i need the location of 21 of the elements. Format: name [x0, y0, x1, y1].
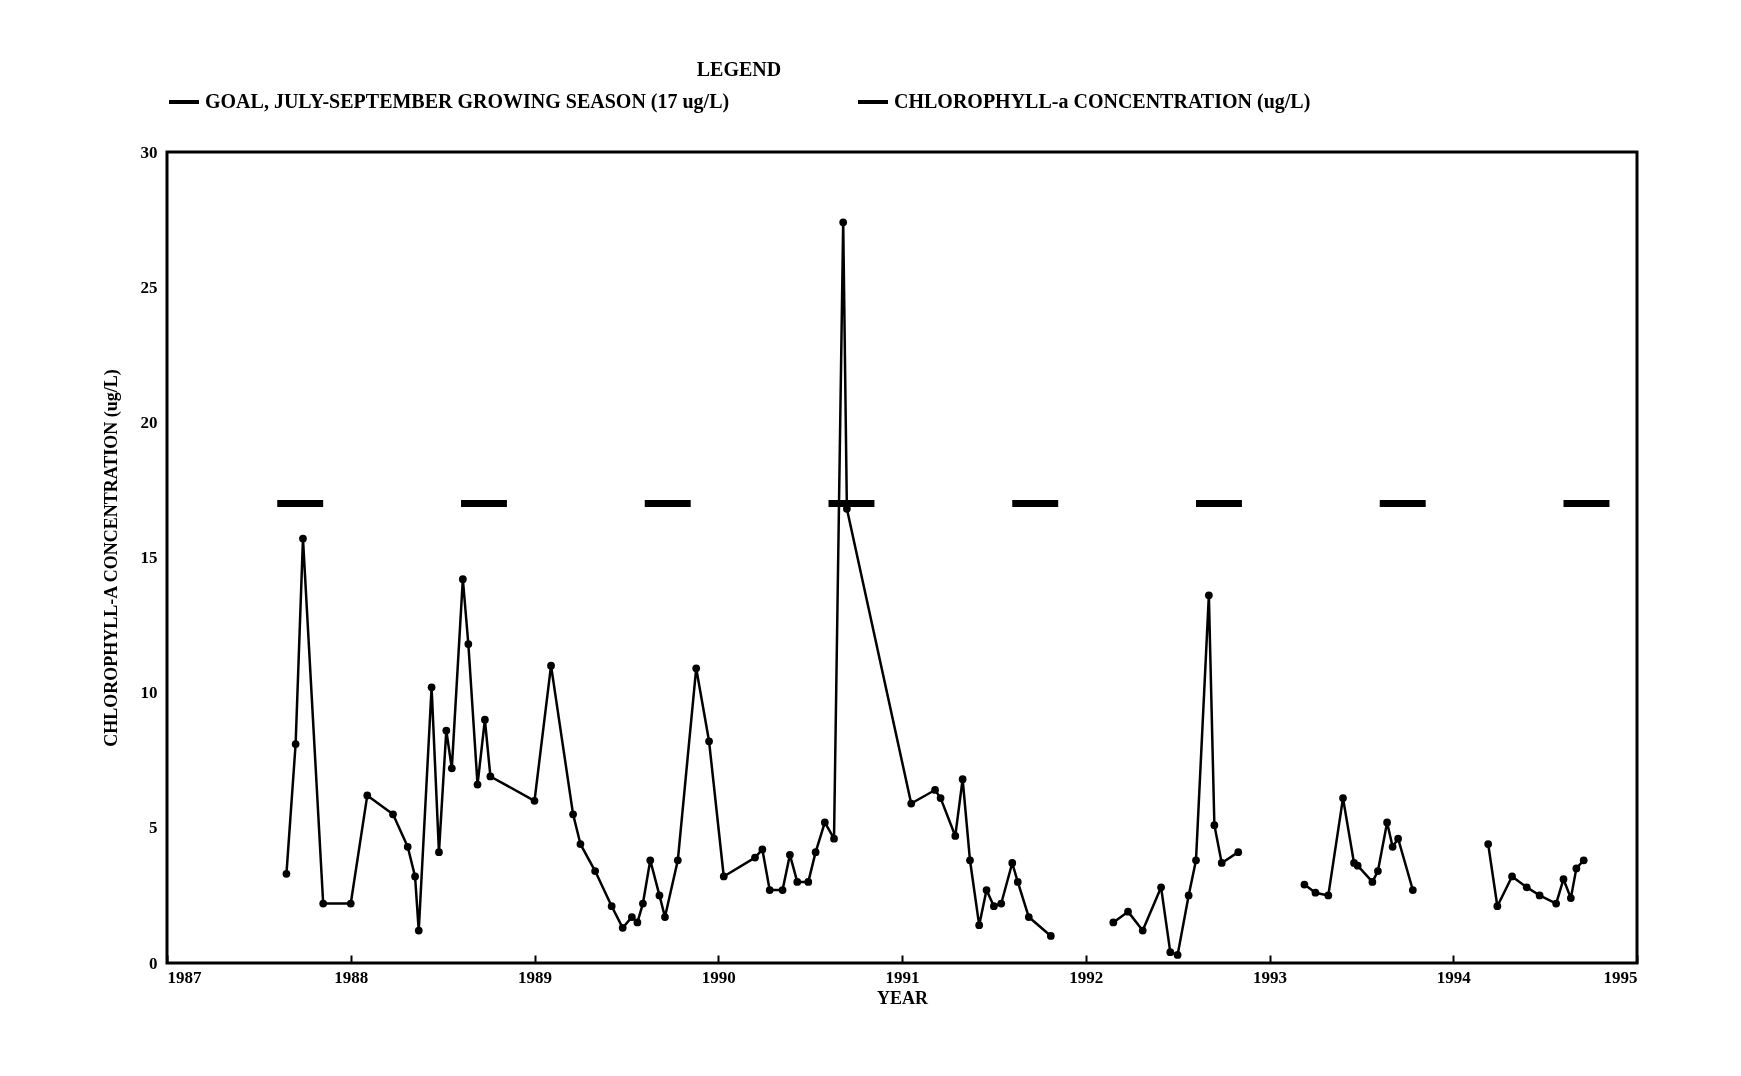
- y-tick-label: 30: [140, 142, 158, 162]
- x-axis-title: YEAR: [876, 987, 929, 1008]
- x-tick-label: 1987: [167, 967, 202, 987]
- y-tick-label: 0: [149, 953, 158, 973]
- x-tick-label: 1994: [1436, 967, 1472, 987]
- x-tick-label: 1989: [518, 967, 552, 987]
- legend-title: LEGEND: [696, 58, 782, 80]
- x-tick-label: 1993: [1253, 967, 1287, 987]
- x-tick-label: 1990: [701, 967, 736, 987]
- y-tick-label: 25: [140, 277, 158, 297]
- y-tick-label: 15: [140, 548, 158, 567]
- legend-label: CHLOROPHYLL-a CONCENTRATION (ug/L): [894, 90, 1311, 113]
- y-axis-title: CHLOROPHYLL-A CONCENTRATION (ug/L): [100, 369, 122, 747]
- x-tick-label: 1995: [1603, 967, 1638, 987]
- y-tick-label: 5: [149, 818, 158, 838]
- y-tick-label: 10: [140, 683, 158, 703]
- legend-label: GOAL, JULY-SEPTEMBER GROWING SEASON (17 ug/L): [205, 90, 730, 113]
- x-tick-label: 1991: [885, 967, 920, 987]
- x-tick-label: 1988: [334, 967, 369, 987]
- y-tick-label: 20: [140, 412, 158, 432]
- x-tick-label: 1992: [1069, 967, 1104, 987]
